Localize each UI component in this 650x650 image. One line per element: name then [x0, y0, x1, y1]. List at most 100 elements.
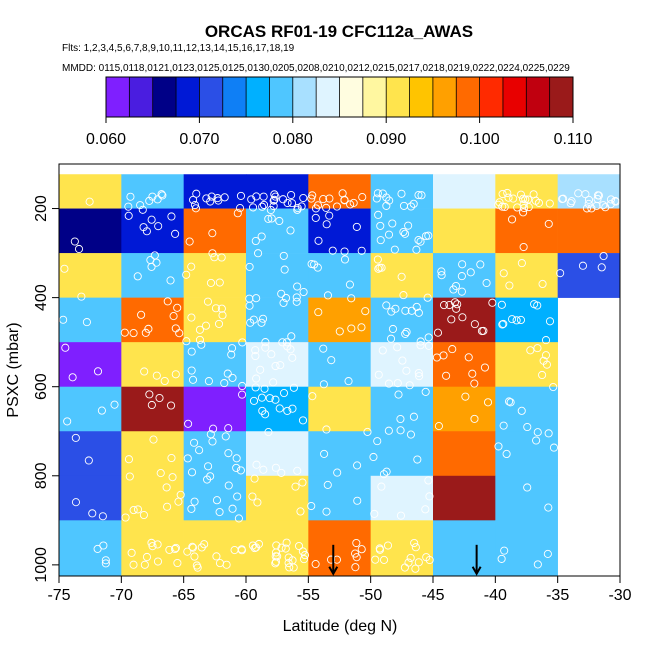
- sample-point: [182, 337, 191, 346]
- sample-point: [458, 313, 467, 322]
- sample-point: [398, 356, 407, 365]
- sample-point: [77, 292, 86, 301]
- sample-point: [228, 373, 237, 382]
- heatmap-cell: [246, 342, 309, 388]
- sample-point: [482, 278, 491, 288]
- sample-point: [447, 315, 456, 324]
- heatmap-cell: [308, 342, 371, 388]
- y-axis-label: PSXC (mbar): [5, 322, 22, 417]
- sample-point: [384, 426, 393, 435]
- sample-point: [423, 293, 432, 302]
- heatmap-cell: [121, 520, 184, 577]
- sample-point: [148, 542, 157, 551]
- sample-point: [405, 381, 414, 390]
- x-tick-label: -60: [234, 587, 257, 604]
- sample-point: [325, 194, 334, 203]
- sample-point: [361, 307, 370, 316]
- colorbar-swatch: [479, 77, 504, 117]
- sample-point: [289, 383, 298, 392]
- sample-point: [70, 237, 79, 246]
- sample-point: [208, 249, 217, 258]
- sample-point: [217, 253, 226, 262]
- sample-point: [182, 270, 191, 279]
- sample-point: [167, 453, 176, 463]
- sample-point: [498, 189, 507, 199]
- sample-point: [549, 382, 558, 392]
- heatmap-cell: [370, 208, 434, 254]
- colorbar-swatch: [176, 77, 200, 117]
- sample-point: [518, 194, 528, 203]
- sample-point: [412, 302, 421, 311]
- y-axis: 200 400 600 800 1000: [33, 195, 59, 583]
- sample-point: [157, 190, 166, 199]
- sample-point: [387, 307, 396, 316]
- sample-point: [325, 211, 334, 220]
- sample-point: [265, 394, 274, 403]
- sample-point: [402, 327, 411, 337]
- sample-point: [452, 304, 461, 313]
- sample-point: [543, 549, 552, 558]
- sample-point: [319, 380, 328, 389]
- sample-point: [213, 194, 222, 203]
- sample-point: [539, 356, 548, 365]
- sample-point: [457, 287, 466, 296]
- sample-point: [494, 442, 503, 451]
- sample-point: [468, 369, 477, 378]
- sample-point: [415, 372, 424, 381]
- sample-point: [516, 190, 526, 199]
- sample-point: [144, 324, 153, 333]
- sample-point: [512, 316, 521, 325]
- sample-point: [267, 214, 276, 223]
- sample-point: [259, 465, 268, 474]
- sample-point: [505, 397, 514, 406]
- sample-point: [224, 481, 233, 490]
- sample-point: [401, 329, 410, 338]
- sample-point: [278, 338, 287, 347]
- sample-point: [283, 406, 292, 415]
- sample-point: [142, 552, 152, 562]
- heatmap-cell: [59, 253, 122, 298]
- sample-point: [388, 219, 397, 228]
- heatmap-cell: [121, 475, 184, 521]
- sample-point: [393, 343, 402, 352]
- sample-point: [259, 192, 268, 201]
- sample-point: [517, 406, 526, 415]
- heatmap-cell: [121, 431, 184, 477]
- sample-point: [252, 543, 261, 552]
- sample-point: [503, 188, 512, 198]
- heatmap-cell: [183, 386, 247, 432]
- sample-point: [145, 390, 154, 399]
- sample-point: [97, 406, 106, 415]
- sample-point: [294, 541, 304, 551]
- x-tick-label: -35: [546, 587, 569, 604]
- sample-point: [434, 422, 443, 431]
- sample-point: [101, 559, 110, 568]
- sample-point: [271, 557, 281, 566]
- sample-point: [308, 191, 317, 200]
- sample-point: [286, 345, 295, 354]
- sample-point: [206, 472, 215, 481]
- sample-point: [136, 201, 145, 210]
- sample-point: [328, 246, 337, 255]
- x-tick-label: -55: [297, 587, 320, 604]
- sample-point: [217, 304, 226, 313]
- sample-point: [314, 236, 323, 245]
- y-tick-label: 200: [33, 195, 50, 222]
- colorbar-swatch: [246, 77, 270, 117]
- sample-point: [414, 236, 423, 245]
- sample-point: [499, 421, 508, 430]
- sample-point: [346, 200, 355, 209]
- sample-point: [82, 318, 91, 327]
- sample-point: [606, 195, 616, 204]
- colorbar-swatch: [199, 77, 224, 117]
- colorbar-swatch: [152, 77, 177, 117]
- sample-point: [340, 247, 349, 256]
- sample-point: [286, 226, 295, 235]
- arrow-head: [471, 566, 482, 576]
- sample-point: [235, 204, 245, 213]
- sample-point: [125, 472, 134, 481]
- sample-point: [292, 297, 301, 306]
- sample-point: [152, 258, 161, 267]
- sample-point: [453, 300, 462, 309]
- sample-point: [399, 201, 409, 210]
